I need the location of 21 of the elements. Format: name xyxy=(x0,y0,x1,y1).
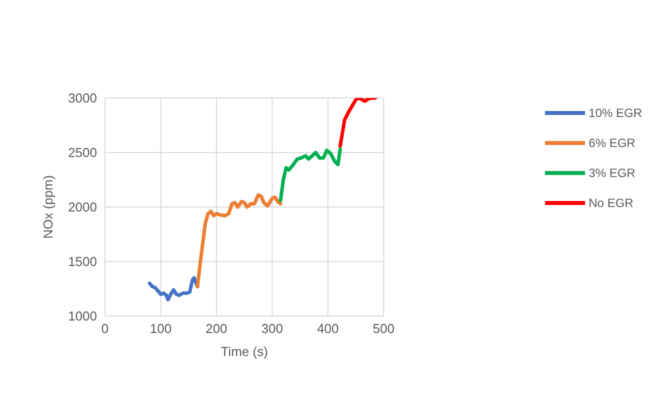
line-series xyxy=(148,276,200,302)
x-tick-label: 400 xyxy=(317,321,339,336)
legend-label: 3% EGR xyxy=(588,165,636,182)
y-tick-label: 3000 xyxy=(68,90,97,106)
y-axis-title: NOx (ppm) xyxy=(40,175,56,239)
line-series xyxy=(196,193,282,288)
line-series xyxy=(278,147,342,202)
x-tick-label: 0 xyxy=(101,321,109,336)
legend-label: 10% EGR xyxy=(588,105,642,122)
y-tick-label: 2500 xyxy=(68,145,97,160)
x-tick-label: 300 xyxy=(261,321,284,336)
line-series xyxy=(338,98,378,148)
y-tick-label: 1000 xyxy=(68,308,97,324)
x-axis-title: Time (s) xyxy=(220,344,268,359)
y-tick-label: 1500 xyxy=(68,254,97,270)
x-tick-label: 100 xyxy=(150,321,172,336)
x-tick-label: 200 xyxy=(206,321,228,336)
legend-label: 6% EGR xyxy=(588,135,636,152)
y-tick-label: 2000 xyxy=(68,200,97,215)
x-tick-label: 500 xyxy=(372,321,394,336)
legend-label: No EGR xyxy=(588,195,634,212)
